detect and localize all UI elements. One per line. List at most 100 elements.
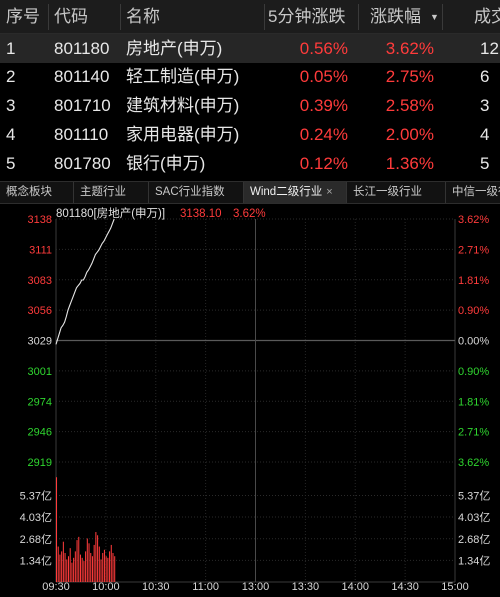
- volume-bar: [73, 557, 75, 582]
- row-name: 轻工制造(申万): [126, 67, 240, 86]
- y-tick-label-right: 2.71%: [458, 244, 489, 256]
- row-5min-change: 0.12%: [299, 154, 348, 173]
- volume-bar: [114, 556, 116, 582]
- volume-bar: [85, 551, 87, 582]
- row-name: 房地产(申万): [126, 39, 223, 58]
- volume-bar: [57, 546, 59, 582]
- tab-item[interactable]: 长江一级行业: [347, 182, 446, 203]
- y-tick-label-right: 0.90%: [458, 305, 489, 317]
- volume-tick-label-left: 2.68亿: [20, 533, 52, 546]
- volume-bar: [69, 548, 71, 582]
- tab-label: 概念板块: [6, 186, 52, 198]
- volume-bar: [61, 551, 63, 582]
- y-tick-label-right: 3.62%: [458, 214, 489, 226]
- row-5min-change: 0.39%: [299, 96, 348, 115]
- row-code: 801110: [54, 125, 109, 144]
- y-tick-label-left: 3001: [28, 366, 52, 378]
- row-code: 801710: [54, 96, 111, 115]
- sector-table: 序号 代码 名称 5分钟涨跌 涨跌幅 ▼ 成交 1 801180 房地产(申万) 0.…: [0, 0, 500, 178]
- y-tick-label-right: 1.81%: [458, 275, 489, 287]
- legend-pct: 3.62%: [233, 208, 266, 220]
- volume-bar: [86, 538, 88, 582]
- volume-bar: [62, 541, 64, 582]
- x-tick-label: 11:00: [192, 581, 219, 593]
- col-header-clipped[interactable]: 成交: [474, 7, 500, 26]
- volume-bar: [97, 535, 99, 582]
- volume-bar: [107, 557, 109, 582]
- row-change-pct: 1.36%: [385, 154, 434, 173]
- row-name: 家用电器(申万): [126, 125, 240, 144]
- volume-tick-label-right: 2.68亿: [458, 533, 490, 546]
- volume-tick-label-left: 5.37亿: [20, 489, 52, 502]
- y-tick-label-right: 3.62%: [458, 457, 489, 469]
- row-code: 801180: [54, 39, 110, 58]
- row-index: 4: [6, 125, 16, 144]
- volume-tick-label-left: 4.03亿: [20, 511, 52, 524]
- tab-item[interactable]: 主题行业: [74, 182, 149, 203]
- col-header-code[interactable]: 代码: [54, 7, 88, 26]
- row-change-pct: 2.58%: [385, 96, 434, 115]
- row-5min-change: 0.05%: [299, 67, 348, 86]
- tab-label: Wind二级行业: [250, 186, 323, 198]
- row-clipped-value: 12: [480, 39, 499, 58]
- y-tick-label-right: 0.90%: [458, 366, 489, 378]
- table-row[interactable]: 3 801710 建筑材料(申万) 0.39% 2.58% 3: [0, 91, 500, 120]
- x-tick-label: 13:30: [292, 581, 320, 593]
- legend-series: 801180[房地产(申万)]: [56, 208, 166, 220]
- table-row[interactable]: 2 801140 轻工制造(申万) 0.05% 2.75% 6: [0, 62, 500, 91]
- volume-bar: [79, 554, 81, 582]
- row-name: 银行(申万): [126, 154, 206, 173]
- row-clipped-value: 5: [480, 154, 490, 173]
- table-row[interactable]: 5 801780 银行(申万) 0.12% 1.36% 5: [0, 149, 500, 178]
- volume-tick-label-right: 1.34亿: [458, 554, 490, 567]
- volume-bar: [95, 532, 97, 582]
- row-index: 1: [6, 39, 16, 58]
- table-header: 序号 代码 名称 5分钟涨跌 涨跌幅 ▼ 成交: [0, 0, 500, 34]
- x-tick-label: 10:00: [92, 581, 120, 593]
- volume-tick-label-right: 4.03亿: [458, 511, 490, 524]
- intraday-chart-svg: 3138 3.62% 3111 2.71% 3083 1.81% 3056 0.90% 3029…: [20, 214, 491, 593]
- row-clipped-value: 4: [480, 125, 490, 144]
- tab-label: SAC行业指数: [155, 186, 225, 198]
- row-change-pct: 2.00%: [385, 125, 434, 144]
- volume-bar: [66, 559, 68, 582]
- row-index: 2: [6, 67, 16, 86]
- y-tick-label-left: 3029: [28, 336, 52, 348]
- tab-item[interactable]: 概念板块: [0, 182, 74, 203]
- volume-bar: [100, 559, 102, 582]
- intraday-chart[interactable]: 3138 3.62% 3111 2.71% 3083 1.81% 3056 0.90% 3029…: [0, 204, 500, 597]
- tab-item[interactable]: Wind二级行业 ×: [244, 182, 347, 203]
- volume-bar: [71, 562, 73, 582]
- tab-label: 中信一级行: [452, 186, 500, 198]
- row-clipped-value: 6: [480, 67, 490, 86]
- y-tick-label-left: 3083: [28, 275, 52, 287]
- table-row[interactable]: 1 801180 房地产(申万) 0.56% 3.62% 12: [0, 34, 500, 63]
- row-5min-change: 0.56%: [299, 39, 348, 58]
- volume-bar: [103, 549, 105, 582]
- volume-bar: [67, 556, 70, 582]
- tab-item[interactable]: 中信一级行: [446, 182, 500, 203]
- x-tick-label: 13:00: [242, 581, 270, 593]
- table-row[interactable]: 4 801110 家用电器(申万) 0.24% 2.00% 4: [0, 120, 500, 149]
- row-code: 801780: [54, 154, 111, 173]
- row-name: 建筑材料(申万): [126, 96, 240, 115]
- volume-bar: [110, 544, 112, 582]
- volume-bar: [102, 552, 104, 582]
- close-tab-icon[interactable]: ×: [326, 186, 333, 198]
- row-change-pct: 2.75%: [385, 67, 434, 86]
- col-header-name[interactable]: 名称: [126, 7, 160, 26]
- row-index: 5: [6, 154, 16, 173]
- x-tick-label: 10:30: [142, 581, 170, 593]
- x-tick-label: 14:00: [341, 581, 369, 593]
- y-tick-label-left: 2946: [28, 427, 52, 439]
- col-header-5min-change[interactable]: 5分钟涨跌: [268, 7, 346, 26]
- tab-item[interactable]: SAC行业指数: [149, 182, 244, 203]
- y-tick-label-right: 2.71%: [458, 427, 489, 439]
- col-header-change-pct[interactable]: 涨跌幅: [370, 7, 421, 26]
- legend-price: 3138.10: [180, 208, 222, 220]
- col-header-index[interactable]: 序号: [6, 7, 40, 26]
- volume-bar: [83, 561, 85, 582]
- price-series-line: [55, 218, 115, 345]
- volume-bar: [112, 552, 114, 582]
- sort-desc-icon[interactable]: ▼: [430, 12, 439, 22]
